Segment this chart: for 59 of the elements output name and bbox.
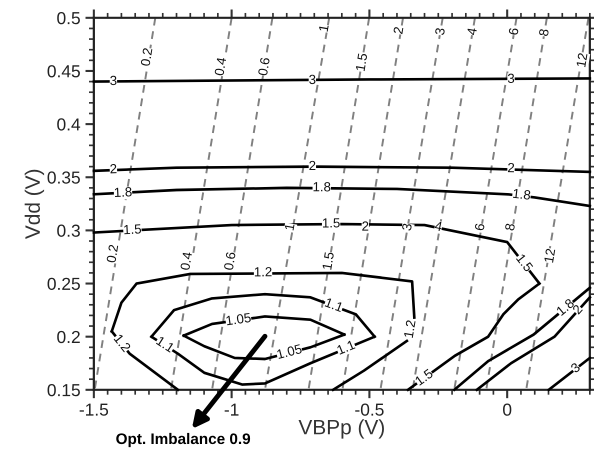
annotation: 3	[402, 223, 412, 231]
x-tick-label: -1.5	[80, 404, 108, 416]
x-tick-label: -1	[224, 404, 238, 416]
annotation: 3	[434, 28, 446, 36]
text: Opt. Imbalance 0.9	[116, 432, 250, 448]
y-tick-label: 0.35	[48, 171, 80, 184]
annotation: 3	[309, 74, 316, 84]
annotation: 12	[576, 52, 588, 68]
annotation: 1.05	[276, 344, 302, 359]
annotation: 1.5	[414, 368, 434, 386]
y-tick-label: 0.5	[57, 12, 80, 24]
annotation: 0.6	[224, 252, 236, 270]
annotation: 2	[362, 221, 368, 231]
annotation: 1.1	[324, 298, 344, 312]
annotation: 6	[508, 28, 519, 36]
annotation: 2	[393, 26, 404, 34]
annotation: 3	[110, 76, 117, 86]
annotation: 6	[474, 223, 485, 231]
annotation: 1.05	[226, 312, 252, 326]
annotation: 4	[434, 220, 443, 232]
annotation: 1.5	[322, 252, 334, 270]
annotation: 3	[508, 74, 514, 84]
annotation: 8	[504, 223, 516, 231]
annotation: 0.6	[258, 57, 270, 76]
annotation: 2	[110, 164, 117, 174]
x-tick-label: 0	[503, 403, 512, 416]
y-tick-label: 0.15	[48, 384, 80, 396]
annotation: 1.8	[114, 186, 132, 198]
annotation: 3	[570, 362, 581, 374]
y-tick-label: 0.2	[57, 330, 80, 344]
annotation: 1	[318, 24, 329, 32]
annotation: 1.5	[322, 218, 340, 228]
y-axis-title: Vdd (V)	[24, 170, 44, 240]
x-axis-title: VBPp (V)	[298, 419, 384, 439]
annotation: 2	[508, 162, 514, 172]
annotation: 4	[466, 27, 477, 36]
annotation: 1.1	[156, 336, 175, 353]
annotation: 8	[538, 28, 549, 36]
annotation: 1.1	[336, 340, 356, 355]
annotation: 1.5	[356, 53, 368, 72]
annotation: 1.5	[516, 253, 534, 272]
annotation: 1.8	[556, 298, 575, 316]
annotation: 0.2	[106, 244, 118, 263]
annotation: 0.4	[214, 57, 226, 76]
y-tick-label: 0.25	[48, 278, 80, 290]
annotation: 1.8	[314, 182, 330, 192]
annotation: 1.2	[404, 320, 416, 338]
annotation: 1.2	[114, 334, 132, 352]
y-tick-label: 0.3	[57, 224, 80, 237]
y-tick-label: 0.45	[48, 65, 80, 78]
x-tick-label: -0.5	[355, 403, 384, 416]
annotation: 1	[284, 223, 294, 230]
annotation: 1.2	[254, 267, 272, 276]
y-tick-label: 0.4	[57, 118, 80, 131]
annotation: 1.5	[124, 224, 142, 234]
annotation: 1.8	[512, 188, 531, 200]
annotation: 0.4	[180, 252, 192, 270]
annotation: 12	[544, 248, 556, 263]
annotation: 0.2	[140, 48, 152, 66]
